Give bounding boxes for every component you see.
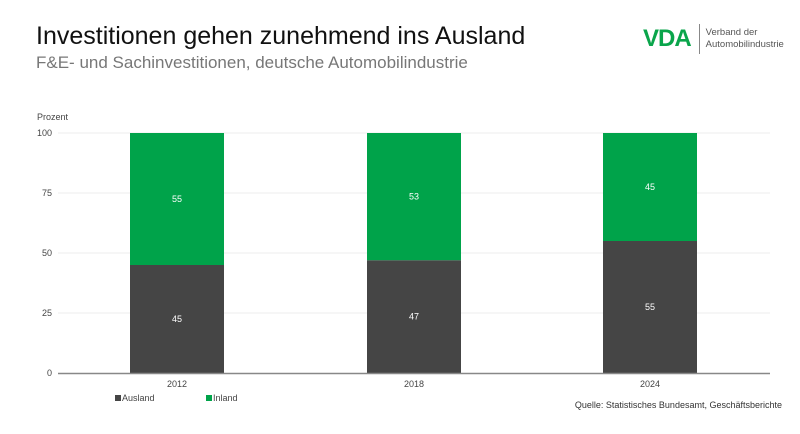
y-tick-label: 100 [37, 128, 52, 138]
legend-swatch-ausland [115, 395, 121, 401]
x-tick-label: 2018 [404, 379, 424, 389]
logo-line1: Verband der [705, 27, 758, 38]
data-label: 55 [645, 302, 655, 312]
chart-subtitle: F&E- und Sachinvestitionen, deutsche Aut… [36, 53, 468, 72]
x-tick-label: 2024 [640, 379, 660, 389]
y-tick-label: 25 [42, 308, 52, 318]
source-note: Quelle: Statistisches Bundesamt, Geschäf… [574, 400, 782, 410]
bar-ausland-2018 [367, 260, 461, 373]
chart-title: Investitionen gehen zunehmend ins Auslan… [36, 22, 526, 50]
bar-ausland-2012 [130, 265, 224, 373]
legend-label-inland: Inland [213, 393, 238, 403]
y-tick-label: 75 [42, 188, 52, 198]
vda-logo: VDA Verband der Automobilindustrie [643, 24, 784, 54]
legend-swatch-inland [206, 395, 212, 401]
y-tick-label: 0 [47, 368, 52, 378]
logo-text: Verband der Automobilindustrie [706, 27, 784, 51]
bar-inland-2012 [130, 133, 224, 265]
x-tick-label: 2012 [167, 379, 187, 389]
y-axis-label: Prozent [37, 112, 69, 122]
logo-mark: VDA [643, 25, 692, 52]
y-tick-label: 50 [42, 248, 52, 258]
bar-inland-2018 [367, 133, 461, 261]
data-label: 55 [172, 194, 182, 204]
bar-inland-2024 [603, 133, 697, 241]
data-label: 45 [645, 182, 655, 192]
logo-divider [698, 24, 700, 54]
logo-line2: Automobilindustrie [705, 39, 784, 50]
data-label: 53 [409, 192, 419, 202]
legend-label-ausland: Ausland [122, 393, 155, 403]
data-label: 45 [172, 314, 182, 324]
data-label: 47 [409, 312, 419, 322]
bar-ausland-2024 [603, 241, 697, 373]
